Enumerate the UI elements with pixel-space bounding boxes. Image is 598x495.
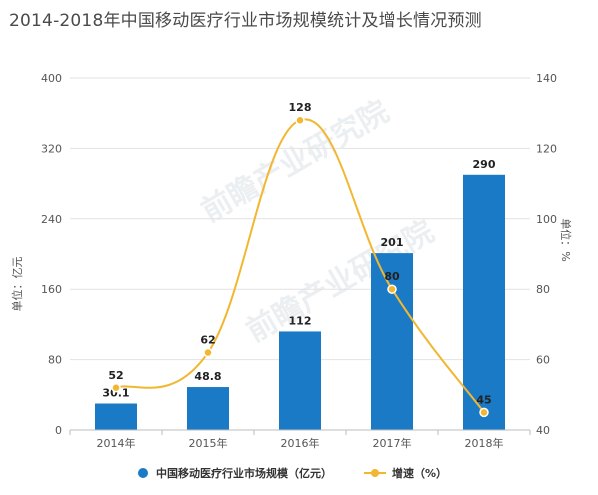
chart-title: 2014-2018年中国移动医疗行业市场规模统计及增长情况预测 [9, 11, 482, 31]
y-left-tick-label: 400 [41, 72, 62, 85]
x-axis-tick-label: 2015年 [189, 436, 228, 450]
bar [463, 174, 505, 430]
bar [95, 403, 137, 430]
y-left-tick-label: 80 [48, 354, 62, 367]
y-right-tick-label: 120 [536, 142, 557, 155]
y-right-tick-label: 80 [536, 283, 550, 296]
line-point [203, 347, 213, 358]
legend-bar-label: 中国移动医疗行业市场规模（亿元） [156, 466, 332, 480]
line-point [295, 115, 305, 125]
y-left-tick-label: 240 [41, 213, 62, 226]
line-series: 52 62 128 80 45 [108, 101, 492, 418]
legend-bar-marker [138, 468, 148, 478]
line-point [479, 407, 489, 418]
line-data-label: 45 [476, 393, 491, 406]
legend-line-label: 增速（%） [392, 466, 447, 480]
x-axis-tick-label: 2016年 [281, 436, 320, 450]
line-data-label: 52 [108, 369, 123, 382]
y-right-axis-title: 单位：% [559, 218, 573, 261]
bar-series: 30.1 48.8 112 201 290 [95, 158, 505, 430]
line-data-label: 62 [200, 334, 215, 347]
x-axis-tick-label: 2018年 [465, 436, 504, 450]
y-left-axis-title: 单位：亿元 [10, 257, 24, 312]
axes: 0 80 160 240 320 400 40 60 80 100 120 140 2014年 2015年… [10, 72, 573, 450]
line-data-label: 80 [384, 270, 400, 283]
gridlines [70, 77, 530, 361]
x-axis-tick-label: 2014年 [97, 436, 136, 450]
bar [279, 331, 321, 430]
bar-data-label: 290 [473, 158, 496, 171]
legend-line-dot [371, 469, 379, 477]
bar [187, 387, 229, 430]
bar-data-label: 30.1 [102, 387, 129, 400]
x-axis-tick-label: 2017年 [373, 436, 412, 450]
y-right-tick-label: 40 [536, 424, 550, 437]
y-right-tick-label: 60 [536, 354, 550, 367]
y-right-tick-label: 100 [536, 213, 557, 226]
line-data-label: 128 [289, 101, 312, 114]
y-left-tick-label: 160 [41, 283, 62, 296]
y-right-tick-label: 140 [536, 72, 557, 85]
watermark-text: 前瞻产业研究院 [196, 94, 395, 229]
line-point [387, 284, 397, 294]
line-point [111, 383, 121, 393]
y-left-tick-label: 0 [55, 424, 62, 437]
bar [371, 253, 413, 430]
bar-data-label: 48.8 [194, 370, 221, 383]
y-left-tick-label: 320 [41, 142, 62, 155]
bar-data-label: 112 [289, 314, 312, 327]
legend: 中国移动医疗行业市场规模（亿元） 增速（%） [138, 466, 447, 480]
bar-data-label: 201 [381, 236, 404, 249]
